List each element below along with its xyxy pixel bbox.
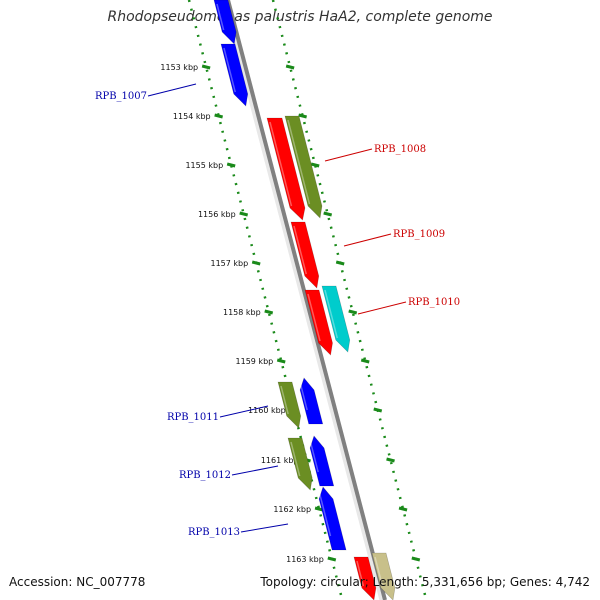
genome-backbone (226, 0, 387, 600)
major-tick (323, 211, 333, 217)
gene-arrow (318, 486, 347, 551)
gene-leader-line (231, 465, 279, 476)
gene-leader-line (147, 83, 197, 97)
gene-leader-line (324, 148, 373, 162)
gene-arrow-highlight (280, 385, 289, 415)
gene-arrow-highlight (216, 3, 225, 31)
tick-layer: 1153 kbp 1154 kbp 1155 kbp 1156 kbp 1157 kbp… (160, 0, 428, 600)
gene-arrow (299, 377, 324, 425)
gene-arrow-highlight (307, 293, 321, 342)
major-tick (285, 64, 295, 70)
accession-text: Accession: NC_007778 (9, 575, 146, 589)
gene-label: RPB_1012 (179, 470, 231, 481)
major-tick (264, 309, 274, 315)
gene-arrow (353, 556, 377, 600)
gene-arrow (220, 43, 249, 107)
gene-arrow-highlight (293, 225, 307, 275)
gene-arrow-highlight (309, 439, 319, 473)
major-tick (239, 211, 249, 217)
gene-label: RPB_1013 (188, 527, 240, 538)
tick-label: 1162 kbp (273, 505, 311, 514)
gene-leader-line (357, 301, 407, 315)
gene-arrow-highlight (374, 556, 384, 587)
gene-label: RPB_1009 (393, 229, 445, 240)
gene-arrow (304, 289, 333, 356)
major-tick (214, 113, 224, 119)
gene-arrow-highlight (299, 381, 308, 411)
backbone-layer (222, 0, 387, 600)
gene-arrow-highlight (223, 47, 236, 93)
gene-arrow (290, 221, 320, 289)
gene-arrow (266, 117, 306, 221)
gene-arrow-highlight (318, 490, 332, 537)
tick-label: 1161 kbp (261, 456, 299, 465)
major-tick (276, 358, 286, 364)
gene-label-layer: RPB_1007 RPB_1008 RPB_1009 RPB_1010 RPB_1011… (95, 83, 460, 538)
major-tick (251, 260, 261, 266)
tick-label: 1160 kbp (248, 406, 286, 415)
tick-label: 1159 kbp (236, 357, 274, 366)
gene-arrow (213, 0, 237, 45)
gene-arrow-highlight (269, 121, 293, 207)
tick-label: 1153 kbp (160, 63, 198, 72)
tick-label: 1158 kbp (223, 308, 261, 317)
gene-arrow (284, 115, 323, 219)
major-tick (226, 162, 236, 168)
tick-label: 1157 kbp (210, 259, 248, 268)
major-tick (310, 162, 320, 168)
tick-label: 1154 kbp (173, 112, 211, 121)
tick-label: 1163 kbp (286, 555, 324, 564)
major-tick (201, 64, 211, 70)
gene-arrow (371, 552, 396, 600)
gene-arrow (277, 381, 301, 429)
major-tick (335, 260, 345, 266)
map-title: Rhodopseudomonas palustris HaA2, complet… (107, 9, 493, 25)
major-tick (386, 457, 395, 463)
tick-label: 1156 kbp (198, 210, 236, 219)
gene-leader-line (240, 523, 289, 533)
gene-arrow (321, 285, 351, 353)
major-tick (327, 556, 337, 562)
gene-label: RPB_1010 (408, 297, 460, 308)
gene-arrow-highlight (287, 119, 311, 205)
gene-arrow-highlight (324, 289, 338, 339)
topology-summary: Topology: circular; Length: 5,331,656 bp… (260, 575, 590, 589)
major-tick (348, 309, 358, 315)
gene-arrow (287, 437, 313, 491)
major-tick (298, 113, 308, 119)
gene-label: RPB_1007 (95, 91, 147, 102)
gene-layer (213, 0, 396, 600)
gene-arrow-highlight (290, 441, 301, 477)
gene-label: RPB_1008 (374, 144, 426, 155)
major-tick (360, 358, 370, 364)
major-tick (411, 556, 421, 562)
gene-label: RPB_1011 (167, 412, 219, 423)
major-tick (398, 506, 408, 512)
major-tick (373, 407, 383, 413)
gene-leader-line (219, 405, 269, 418)
major-tick (314, 506, 324, 512)
gene-arrow-highlight (356, 560, 365, 587)
gene-leader-line (343, 233, 392, 247)
gene-arrow (309, 435, 335, 487)
tick-label: 1155 kbp (185, 161, 223, 170)
